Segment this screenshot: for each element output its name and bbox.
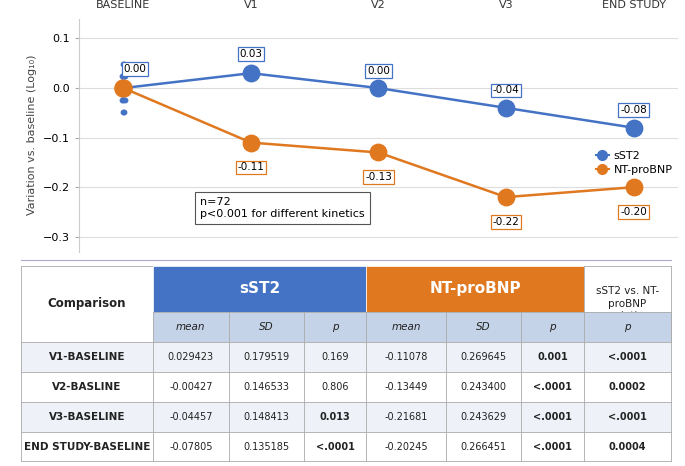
Text: p: p	[332, 322, 338, 332]
Text: 0.243629: 0.243629	[460, 412, 507, 422]
Text: 0.135185: 0.135185	[243, 442, 290, 452]
Text: 0.169: 0.169	[321, 352, 349, 362]
Text: p: p	[549, 322, 556, 332]
Point	[119, 61, 129, 68]
Text: -0.13: -0.13	[365, 172, 392, 182]
Point	[501, 104, 512, 111]
Point	[117, 108, 128, 116]
Text: 0.179519: 0.179519	[243, 352, 290, 362]
Text: <.0001: <.0001	[316, 442, 355, 452]
Text: 0.03: 0.03	[240, 49, 262, 59]
Text: 0.269645: 0.269645	[460, 352, 507, 362]
Point	[628, 124, 639, 131]
Text: 0.00: 0.00	[123, 64, 147, 74]
Text: V1-BASELINE: V1-BASELINE	[49, 352, 125, 362]
Text: 0.0002: 0.0002	[609, 382, 646, 392]
Point	[245, 139, 256, 146]
Text: -0.07805: -0.07805	[169, 442, 212, 452]
Point	[119, 108, 129, 116]
Point	[119, 96, 130, 103]
Text: <.0001: <.0001	[608, 412, 647, 422]
Text: -0.08: -0.08	[620, 105, 647, 115]
Text: NT-proBNP: NT-proBNP	[429, 281, 521, 296]
Text: p: p	[624, 322, 631, 332]
Text: -0.00427: -0.00427	[169, 382, 212, 392]
Point	[118, 96, 129, 103]
Legend: sST2, NT-proBNP: sST2, NT-proBNP	[596, 151, 673, 175]
Point	[501, 193, 512, 201]
Point	[119, 72, 130, 80]
Point	[118, 84, 129, 92]
Text: -0.21681: -0.21681	[384, 412, 427, 422]
Text: 0.001: 0.001	[537, 352, 568, 362]
Text: sST2: sST2	[239, 281, 280, 296]
Text: <.0001: <.0001	[608, 352, 647, 362]
Text: 0.266451: 0.266451	[460, 442, 507, 452]
Text: END STUDY-BASELINE: END STUDY-BASELINE	[23, 442, 150, 452]
Text: V2-BASLINE: V2-BASLINE	[52, 382, 121, 392]
Text: mean: mean	[176, 322, 206, 332]
Text: 0.029423: 0.029423	[168, 352, 214, 362]
Text: 0.243400: 0.243400	[460, 382, 507, 392]
Text: <.0001: <.0001	[533, 412, 572, 422]
Text: V3-BASELINE: V3-BASELINE	[49, 412, 125, 422]
Point	[116, 96, 127, 103]
Text: mean: mean	[391, 322, 421, 332]
Point	[373, 84, 384, 92]
Text: -0.13449: -0.13449	[384, 382, 427, 392]
Text: 0.148413: 0.148413	[244, 412, 289, 422]
Point	[245, 69, 256, 77]
Text: 0.0004: 0.0004	[609, 442, 646, 452]
Text: -0.20: -0.20	[620, 207, 647, 217]
Y-axis label: Variation vs. baseline (Log₁₀): Variation vs. baseline (Log₁₀)	[27, 55, 37, 215]
Text: <.0001: <.0001	[533, 442, 572, 452]
Point	[117, 61, 128, 68]
Text: -0.04457: -0.04457	[169, 412, 212, 422]
Text: 0.013: 0.013	[320, 412, 351, 422]
Text: -0.22: -0.22	[493, 217, 519, 227]
Text: <.0001: <.0001	[533, 382, 572, 392]
Text: -0.11: -0.11	[238, 163, 264, 172]
Point	[116, 72, 127, 80]
Text: Comparison: Comparison	[47, 297, 126, 310]
Point	[118, 72, 129, 80]
Text: n=72
p<0.001 for different kinetics: n=72 p<0.001 for different kinetics	[200, 197, 364, 219]
Text: -0.04: -0.04	[493, 85, 519, 96]
Text: -0.20245: -0.20245	[384, 442, 428, 452]
Text: 0.00: 0.00	[367, 66, 390, 75]
Text: 0.146533: 0.146533	[243, 382, 290, 392]
Point	[628, 184, 639, 191]
Text: SD: SD	[476, 322, 491, 332]
Text: sST2 vs. NT-
proBNP
variation: sST2 vs. NT- proBNP variation	[596, 287, 659, 321]
Text: 0.806: 0.806	[321, 382, 349, 392]
Text: -0.11078: -0.11078	[384, 352, 427, 362]
Text: SD: SD	[259, 322, 274, 332]
Point	[373, 149, 384, 156]
